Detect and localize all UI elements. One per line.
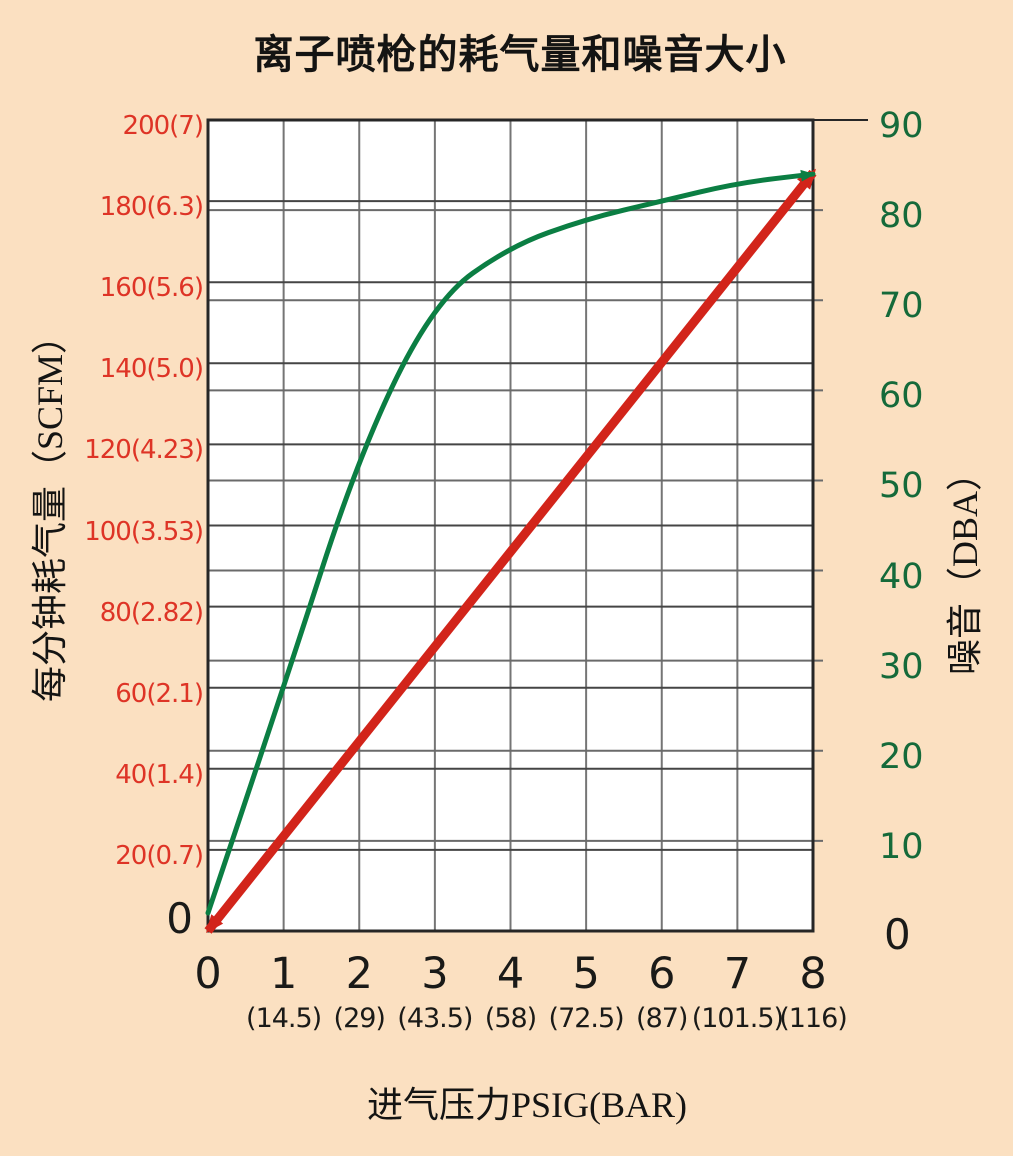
- x-axis-title: 进气压力PSIG(BAR): [366, 1085, 688, 1125]
- air-consumption-start-arrow: [206, 914, 224, 933]
- plot-border: [206, 118, 815, 933]
- right-axis-title: 噪音（DBA）: [945, 454, 985, 676]
- chart-title: 离子喷枪的耗气量和噪音大小: [253, 32, 787, 77]
- noise-curve-end-arrow: [800, 169, 815, 182]
- noise-curve: [205, 171, 816, 916]
- air-consumption-line: [204, 169, 817, 934]
- left-axis-title: 每分钟耗气量（SCFM）: [30, 317, 70, 703]
